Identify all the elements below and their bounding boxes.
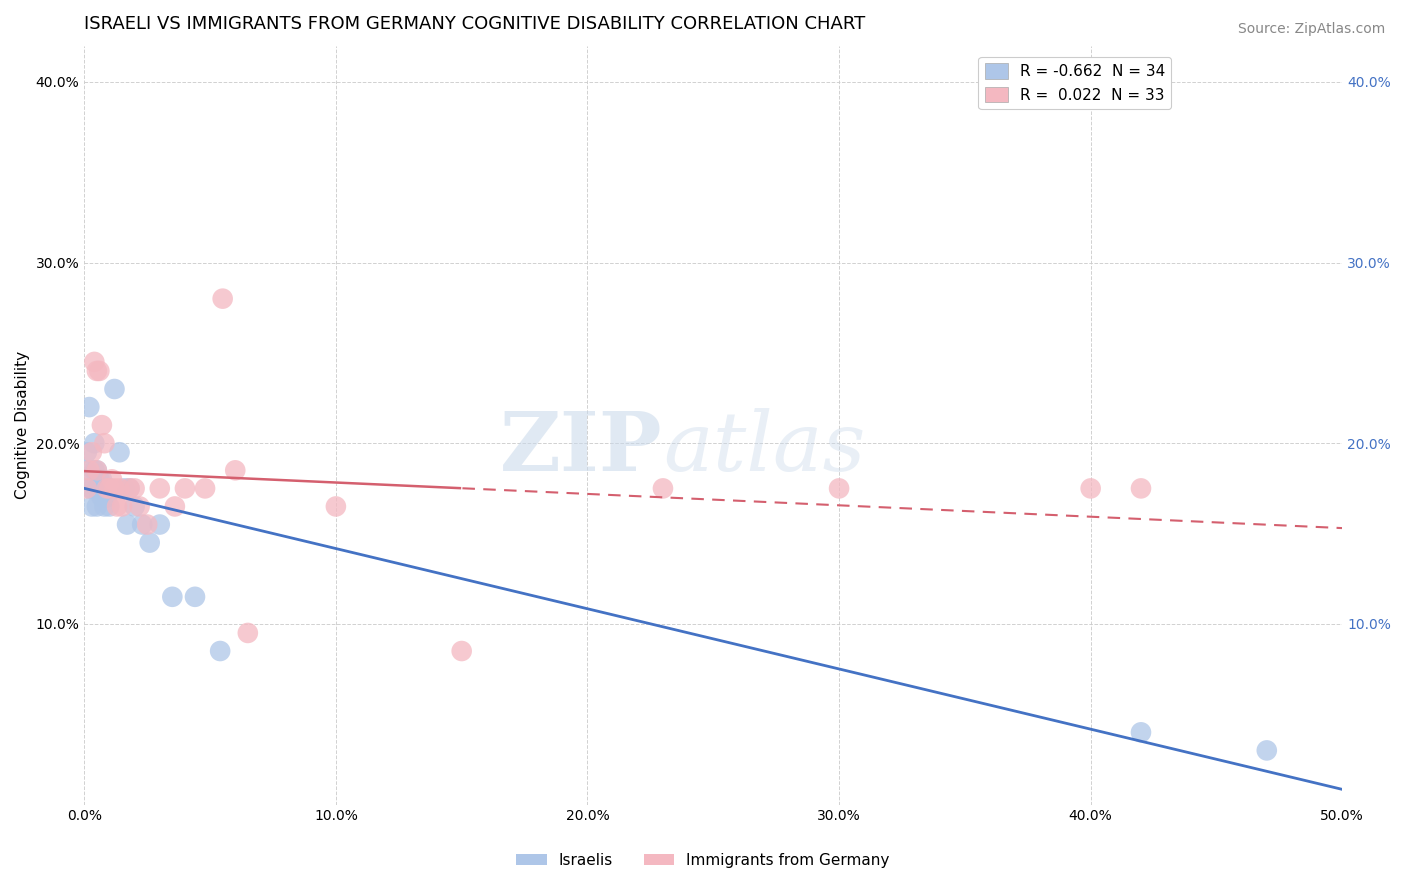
Point xyxy=(86,364,108,378)
Point xyxy=(96,482,118,496)
Point xyxy=(149,482,172,496)
Point xyxy=(76,445,98,459)
Point xyxy=(174,482,197,496)
Point xyxy=(124,482,146,496)
Point xyxy=(118,482,141,496)
Text: Source: ZipAtlas.com: Source: ZipAtlas.com xyxy=(1237,22,1385,37)
Point xyxy=(1080,482,1102,496)
Point xyxy=(828,482,851,496)
Point xyxy=(108,482,131,496)
Point xyxy=(1130,482,1153,496)
Text: atlas: atlas xyxy=(664,408,865,488)
Point xyxy=(105,500,128,514)
Point xyxy=(111,500,134,514)
Point xyxy=(652,482,675,496)
Point xyxy=(1256,743,1278,757)
Y-axis label: Cognitive Disability: Cognitive Disability xyxy=(15,351,30,500)
Point xyxy=(76,482,98,496)
Point xyxy=(124,500,146,514)
Point xyxy=(209,644,232,658)
Point xyxy=(224,463,246,477)
Point xyxy=(83,436,105,450)
Point xyxy=(86,500,108,514)
Point xyxy=(103,382,125,396)
Point xyxy=(118,482,141,496)
Point xyxy=(86,463,108,477)
Point xyxy=(101,472,124,486)
Text: ISRAELI VS IMMIGRANTS FROM GERMANY COGNITIVE DISABILITY CORRELATION CHART: ISRAELI VS IMMIGRANTS FROM GERMANY COGNI… xyxy=(84,15,866,33)
Point xyxy=(96,482,118,496)
Point xyxy=(138,535,160,549)
Point xyxy=(86,482,108,496)
Point xyxy=(98,500,121,514)
Point xyxy=(108,445,131,459)
Point xyxy=(450,644,472,658)
Point xyxy=(80,500,103,514)
Point xyxy=(114,482,136,496)
Point xyxy=(98,482,121,496)
Point xyxy=(90,418,112,433)
Point xyxy=(79,463,101,477)
Point xyxy=(194,482,217,496)
Point xyxy=(325,500,347,514)
Legend: Israelis, Immigrants from Germany: Israelis, Immigrants from Germany xyxy=(510,847,896,873)
Point xyxy=(115,517,138,532)
Legend: R = -0.662  N = 34, R =  0.022  N = 33: R = -0.662 N = 34, R = 0.022 N = 33 xyxy=(979,57,1171,109)
Point xyxy=(93,436,115,450)
Point xyxy=(128,500,150,514)
Point xyxy=(83,463,105,477)
Point xyxy=(79,482,101,496)
Text: ZIP: ZIP xyxy=(501,408,664,488)
Point xyxy=(83,355,105,369)
Point xyxy=(163,500,186,514)
Point xyxy=(79,400,101,414)
Point xyxy=(86,463,108,477)
Point xyxy=(93,500,115,514)
Point xyxy=(136,517,159,532)
Point xyxy=(149,517,172,532)
Point xyxy=(236,626,259,640)
Point xyxy=(80,482,103,496)
Point xyxy=(89,472,111,486)
Point xyxy=(90,472,112,486)
Point xyxy=(93,482,115,496)
Point xyxy=(1130,725,1153,739)
Point xyxy=(184,590,207,604)
Point xyxy=(162,590,184,604)
Point xyxy=(96,491,118,505)
Point xyxy=(131,517,153,532)
Point xyxy=(211,292,233,306)
Point xyxy=(103,482,125,496)
Point xyxy=(80,445,103,459)
Point xyxy=(90,491,112,505)
Point xyxy=(98,482,121,496)
Point xyxy=(89,364,111,378)
Point xyxy=(76,463,98,477)
